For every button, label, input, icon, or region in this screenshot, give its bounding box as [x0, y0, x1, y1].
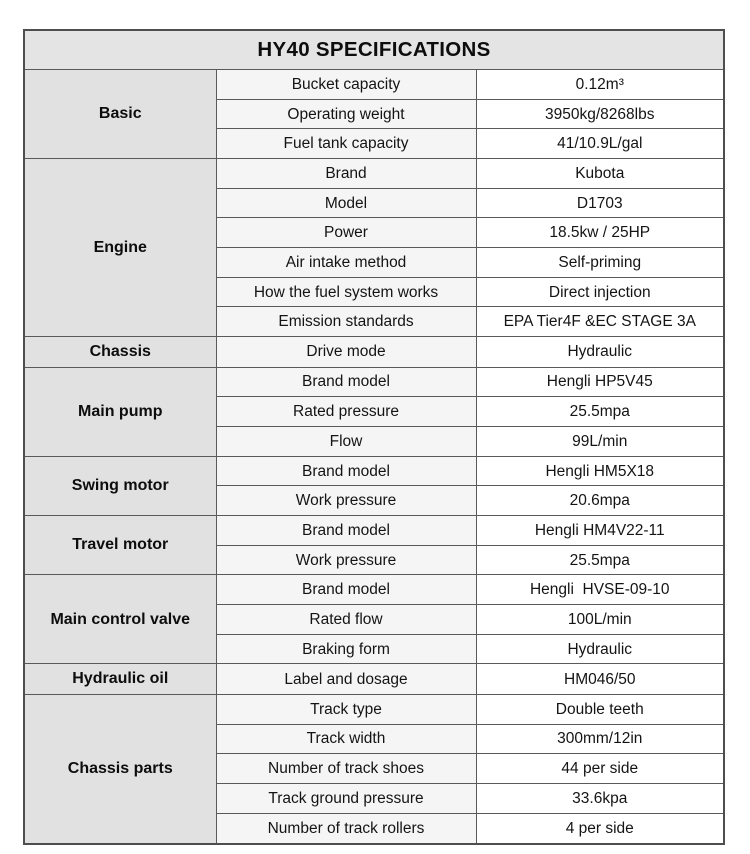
value-cell: 20.6mpa: [475, 485, 725, 517]
spec-row: Rated flow 100L/min: [24, 604, 725, 635]
value-cell: Hengli HM5X18: [475, 455, 725, 487]
spec-row: Number of track shoes 44 per side: [24, 753, 725, 784]
table-title: HY40 SPECIFICATIONS: [23, 29, 725, 71]
category-cell-chassis: Chassis: [23, 336, 217, 368]
param-cell: Brand: [215, 158, 477, 189]
value-cell: 300mm/12in: [475, 723, 725, 755]
param-cell: How the fuel system works: [215, 276, 477, 308]
value-cell: D1703: [475, 187, 725, 219]
value-cell: Direct injection: [475, 276, 725, 308]
spec-row: Operating weight 3950kg/8268lbs: [24, 98, 725, 130]
value-cell: Double teeth: [475, 693, 725, 725]
value-cell: Hydraulic: [475, 336, 725, 368]
param-cell: Flow: [215, 426, 477, 457]
param-cell: Braking form: [215, 633, 477, 665]
category-cell-chassis-parts: Chassis parts: [23, 693, 217, 845]
value-cell: 41/10.9L/gal: [475, 128, 725, 160]
spec-row: Air intake method Self-priming: [24, 247, 725, 278]
spec-row: Engine Brand Kubota: [23, 158, 725, 338]
category-cell-travel-motor: Travel motor: [23, 515, 217, 576]
category-cell-basic: Basic: [23, 69, 217, 160]
value-cell: 44 per side: [475, 753, 725, 784]
param-cell: Rated pressure: [215, 396, 477, 428]
spec-row: Work pressure 20.6mpa: [24, 485, 725, 517]
param-cell: Brand model: [215, 515, 477, 546]
param-cell: Emission standards: [215, 306, 477, 338]
value-cell: 33.6kpa: [475, 782, 725, 814]
spec-row: How the fuel system works Direct injecti…: [24, 276, 725, 308]
param-cell: Fuel tank capacity: [215, 128, 477, 160]
spec-row: Emission standards EPA Tier4F &EC STAGE …: [24, 306, 725, 338]
spec-row: Number of track rollers 4 per side: [24, 812, 725, 845]
spec-row: Chassis parts Track type Double teeth: [23, 693, 725, 845]
param-cell: Brand model: [215, 574, 477, 606]
value-cell: 100L/min: [475, 604, 725, 635]
specifications-table: HY40 SPECIFICATIONS Basic Bucket capacit…: [23, 29, 726, 845]
spec-row: Chassis Drive mode Hydraulic: [23, 336, 725, 368]
category-cell-engine: Engine: [23, 158, 217, 338]
value-cell: Hengli HVSE-09-10: [475, 574, 725, 606]
spec-row: Rated pressure 25.5mpa: [24, 396, 725, 428]
value-cell: 25.5mpa: [475, 396, 725, 428]
value-cell: 3950kg/8268lbs: [475, 98, 725, 130]
title-row: HY40 SPECIFICATIONS: [23, 29, 725, 71]
param-cell: Number of track rollers: [215, 812, 477, 845]
param-cell: Track width: [215, 723, 477, 755]
spec-row: Main control valve Brand model Hengli HV…: [23, 574, 725, 665]
param-cell: Bucket capacity: [215, 69, 477, 100]
value-cell: Self-priming: [475, 247, 725, 278]
value-cell: 0.12m³: [475, 69, 725, 100]
category-cell-hydraulic-oil: Hydraulic oil: [23, 663, 217, 695]
param-cell: Air intake method: [215, 247, 477, 278]
param-cell: Rated flow: [215, 604, 477, 635]
spec-row: Braking form Hydraulic: [24, 633, 725, 665]
param-cell: Model: [215, 187, 477, 219]
param-cell: Label and dosage: [215, 663, 477, 695]
value-cell: 4 per side: [475, 812, 725, 845]
spec-row: Hydraulic oil Label and dosage HM046/50: [23, 663, 725, 695]
spec-row: Travel motor Brand model Hengli HM4V22-1…: [23, 515, 725, 576]
category-cell-swing-motor: Swing motor: [23, 455, 217, 517]
param-cell: Power: [215, 217, 477, 249]
param-cell: Track ground pressure: [215, 782, 477, 814]
value-cell: Kubota: [475, 158, 725, 189]
value-cell: Hengli HP5V45: [475, 366, 725, 398]
param-cell: Drive mode: [215, 336, 477, 368]
value-cell: 18.5kw / 25HP: [475, 217, 725, 249]
param-cell: Work pressure: [215, 485, 477, 517]
value-cell: EPA Tier4F &EC STAGE 3A: [475, 306, 725, 338]
value-cell: Hydraulic: [475, 633, 725, 665]
param-cell: Brand model: [215, 366, 477, 398]
spec-row: Basic Bucket capacity 0.12m³: [23, 69, 725, 160]
category-cell-main-control-valve: Main control valve: [23, 574, 217, 665]
value-cell: 99L/min: [475, 426, 725, 457]
spec-row: Power 18.5kw / 25HP: [24, 217, 725, 249]
spec-row: Main pump Brand model Hengli HP5V45: [23, 366, 725, 457]
param-cell: Track type: [215, 693, 477, 725]
value-cell: Hengli HM4V22-11: [475, 515, 725, 546]
spec-row: Work pressure 25.5mpa: [24, 544, 725, 576]
spec-row: Swing motor Brand model Hengli HM5X18: [23, 455, 725, 517]
param-cell: Brand model: [215, 455, 477, 487]
spec-row: Track ground pressure 33.6kpa: [24, 782, 725, 814]
category-cell-main-pump: Main pump: [23, 366, 217, 457]
param-cell: Work pressure: [215, 544, 477, 576]
spec-row: Model D1703: [24, 187, 725, 219]
value-cell: 25.5mpa: [475, 544, 725, 576]
value-cell: HM046/50: [475, 663, 725, 695]
param-cell: Number of track shoes: [215, 753, 477, 784]
param-cell: Operating weight: [215, 98, 477, 130]
